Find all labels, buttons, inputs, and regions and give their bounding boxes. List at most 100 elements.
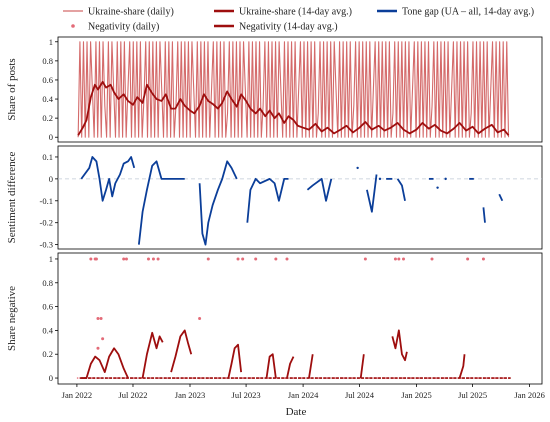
negativity-daily-point-25 xyxy=(466,257,470,261)
legend-item-4: Negativity (daily) xyxy=(71,22,159,33)
tone-segment-2 xyxy=(137,160,185,245)
tone-point-3 xyxy=(436,186,439,189)
panel-sentiment-difference: -0.3 -0.2 -0.1 0 0.1 Sentiment difference xyxy=(6,145,543,250)
share-ytick-label: 0 xyxy=(49,132,53,142)
neg-ytick-label: 0.4 xyxy=(42,325,53,335)
share-ytick-label: 0.6 xyxy=(42,75,53,85)
x-axis: Jan 2022 Jul 2022 Jan 2023 Jul 2023 Jan 2024… xyxy=(62,384,545,400)
share-series-1 xyxy=(77,41,510,138)
panel-share-negative: 0 0.2 0.4 0.6 0.8 1 Share negative xyxy=(6,252,543,385)
neg-segment-5 xyxy=(265,353,277,379)
neg-ytick-label: 0.2 xyxy=(42,349,53,359)
tone-segment-11 xyxy=(482,207,486,223)
xtick-label-1: Jan 2022 xyxy=(62,390,92,400)
tone-point-1 xyxy=(356,166,359,170)
tone-point-2 xyxy=(378,177,382,181)
tone-frame xyxy=(57,145,543,250)
share-ytick-label: 0.4 xyxy=(42,94,53,104)
negativity-daily-point-10 xyxy=(146,257,150,261)
legend-item-1: Ukraine-share (daily) xyxy=(63,7,174,18)
negativity-daily-point-15 xyxy=(236,257,240,261)
negativity-daily-point-14 xyxy=(206,257,210,261)
negativity-daily-point-16 xyxy=(241,257,245,261)
negativity-daily-point-5 xyxy=(99,317,103,320)
share-ylabel: Share of posts xyxy=(6,58,18,120)
neg-frame xyxy=(57,252,543,385)
neg-ytick-label: 0 xyxy=(49,373,53,383)
tone-series-1 xyxy=(80,156,504,246)
tone-ytick-label: -0.3 xyxy=(40,240,53,250)
xtick-label-3: Jan 2023 xyxy=(175,390,205,400)
tone-ytick-label: 0 xyxy=(49,174,53,184)
negativity-daily-point-9 xyxy=(124,257,128,261)
negativity-daily-point-18 xyxy=(274,257,278,261)
tone-segment-6 xyxy=(366,174,378,213)
share-series-2 xyxy=(77,80,510,136)
neg-ylabel: Share negative xyxy=(6,286,18,351)
share-ytick-label: 1 xyxy=(49,37,53,47)
tone-ytick-label: 0.1 xyxy=(42,152,53,162)
neg-series-1 xyxy=(76,257,511,379)
tone-segment-5 xyxy=(306,177,333,202)
ukraine-share-avg-line xyxy=(77,80,510,136)
negativity-daily-point-7 xyxy=(96,346,100,350)
neg-segment-4 xyxy=(227,343,243,379)
negativity-daily-point-6 xyxy=(101,337,105,341)
neg-ytick-label: 0.6 xyxy=(42,302,53,312)
xtick-label-6: Jul 2024 xyxy=(345,390,375,400)
ukraine-share-daily-line xyxy=(77,41,510,138)
share-ytick-label: 0.2 xyxy=(42,113,53,123)
tone-ytick-label: -0.1 xyxy=(40,196,53,206)
negativity-daily-point-24 xyxy=(430,257,434,261)
tone-segment-8 xyxy=(396,178,406,201)
neg-ytick-label: 0.8 xyxy=(42,278,53,288)
negativity-daily-point-8 xyxy=(122,257,126,261)
negativity-daily-point-12 xyxy=(156,257,160,261)
neg-segment-2 xyxy=(141,331,164,379)
neg-segment-10 xyxy=(458,354,466,379)
tone-segment-4 xyxy=(246,177,289,223)
negativity-daily-point-1 xyxy=(89,257,93,261)
negativity-daily-point-21 xyxy=(393,257,397,261)
negativity-daily-point-23 xyxy=(401,257,405,261)
legend-swatch-4 xyxy=(71,24,75,28)
negativity-daily-point-4 xyxy=(96,317,100,320)
xtick-label-4: Jul 2023 xyxy=(232,390,261,400)
neg-segment-7 xyxy=(308,354,314,379)
xtick-label-7: Jan 2025 xyxy=(401,390,431,400)
neg-segment-9 xyxy=(391,329,408,362)
legend-label-5: Negativity (14-day avg.) xyxy=(239,22,338,33)
negativity-daily-point-22 xyxy=(397,257,401,261)
negativity-daily-point-3 xyxy=(94,257,98,261)
neg-segment-8 xyxy=(359,354,365,379)
neg-segment-3 xyxy=(170,329,193,373)
negativity-daily-point-26 xyxy=(481,257,485,261)
neg-segment-1 xyxy=(81,347,129,379)
share-frame xyxy=(57,36,543,143)
legend-item-2: Ukraine-share (14-day avg.) xyxy=(214,7,352,18)
tone-point-4 xyxy=(444,177,447,181)
legend-label-3: Tone gap (UA – all, 14-day avg.) xyxy=(402,7,534,18)
tone-ylabel: Sentiment difference xyxy=(6,152,18,244)
negativity-daily-point-17 xyxy=(254,257,258,261)
tone-segment-3 xyxy=(198,160,238,246)
tone-segment-1 xyxy=(80,156,136,202)
xtick-label-8: Jul 2025 xyxy=(458,390,487,400)
tone-segment-12 xyxy=(498,193,504,202)
legend-item-3: Tone gap (UA – all, 14-day avg.) xyxy=(377,7,534,18)
negativity-daily-point-11 xyxy=(151,257,155,261)
panel-share-of-posts: 0 0.2 0.4 0.6 0.8 1 Share of posts xyxy=(6,36,543,143)
negativity-daily-point-19 xyxy=(285,257,289,261)
share-ytick-label: 0.8 xyxy=(42,56,53,66)
neg-segment-6 xyxy=(286,356,295,379)
x-axis-label: Date xyxy=(286,406,307,418)
legend-label-1: Ukraine-share (daily) xyxy=(88,7,174,18)
xtick-label-9: Jan 2026 xyxy=(514,390,544,400)
tone-ytick-label: -0.2 xyxy=(40,218,53,228)
negativity-daily-point-13 xyxy=(198,317,202,320)
xtick-label-2: Jul 2022 xyxy=(118,390,147,400)
neg-series-2 xyxy=(79,329,511,379)
legend-label-2: Ukraine-share (14-day avg.) xyxy=(239,7,352,18)
legend-label-4: Negativity (daily) xyxy=(88,22,159,33)
